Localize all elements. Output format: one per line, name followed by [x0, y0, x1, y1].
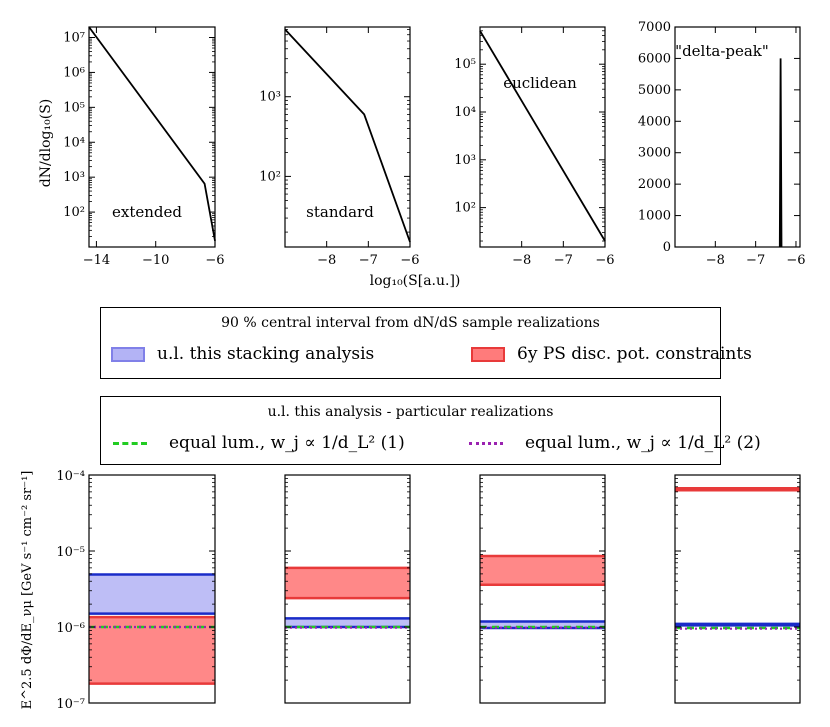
x-tick-label: −14: [83, 253, 110, 268]
x-tick-label: −8: [706, 253, 725, 268]
y-tick-label: 3000: [638, 146, 671, 161]
legend-item-ps: 6y PS disc. pot. constraints: [471, 344, 752, 364]
legend-item-realization-2-label: equal lum., w_j ∝ 1/d_L² (2): [525, 433, 761, 453]
green-dashed-swatch: [113, 441, 147, 445]
series-line: [479, 30, 606, 242]
y-tick-label: 10⁻⁵: [56, 545, 85, 560]
ul-band: [89, 574, 215, 614]
legend-item-ps-label: 6y PS disc. pot. constraints: [517, 344, 752, 364]
ul-band: [480, 621, 605, 629]
ul-swatch: [111, 346, 145, 362]
legend-realizations: u.l. this analysis - particular realizat…: [100, 396, 761, 465]
ps-band: [285, 567, 410, 599]
y-tick-label: 10²: [454, 201, 476, 216]
y-tick-label: 10⁴: [454, 105, 476, 120]
panel-extended: −14 −10 −6 10² 10³ 10⁴ 10⁵ 10⁶ 10⁷ extended: [63, 26, 225, 268]
x-tick-label: −7: [554, 253, 573, 268]
y-tick-label: 10⁷: [63, 31, 85, 46]
top-ylabel: dN/dlog₁₀(S): [38, 99, 54, 188]
panel-label: euclidean: [503, 74, 577, 92]
ul-band: [285, 618, 410, 627]
legend-realizations-title: u.l. this analysis - particular realizat…: [267, 404, 554, 420]
bands-panel-delta-peak: [674, 474, 801, 704]
x-tick-label: −7: [746, 253, 765, 268]
plot-frame: [479, 474, 606, 704]
x-tick-label: −6: [786, 253, 805, 268]
x-tick-label: −10: [142, 253, 169, 268]
y-tick-label: 1000: [638, 209, 671, 224]
y-tick-label: 10⁻⁴: [56, 469, 85, 484]
y-tick-label: 4000: [638, 114, 671, 129]
y-tick-label: 10⁻⁷: [56, 697, 85, 712]
plot-frame: [674, 26, 801, 248]
legend-intervals-title: 90 % central interval from dN/dS sample …: [221, 315, 600, 331]
legend-item-realization-2: equal lum., w_j ∝ 1/d_L² (2): [469, 433, 761, 453]
y-tick-label: 10²: [259, 169, 281, 184]
bands-panel-euclidean: [479, 474, 606, 704]
y-tick-label: 10⁵: [454, 57, 476, 72]
purple-dotted-swatch: [469, 441, 503, 445]
panel-euclidean: −8 −7 −6 10² 10³ 10⁴ 10⁵ euclidean: [454, 26, 615, 268]
y-tick-label: 10³: [63, 170, 85, 185]
y-tick-label: 10⁴: [63, 135, 85, 150]
y-tick-label: 10³: [259, 90, 281, 105]
plot-frame: [88, 26, 216, 248]
y-tick-label: 7000: [638, 20, 671, 35]
plot-frame: [88, 474, 216, 704]
legend-item-ul-label: u.l. this stacking analysis: [157, 344, 375, 364]
x-tick-label: −8: [512, 253, 531, 268]
panel-label: "delta-peak": [675, 42, 769, 60]
panel-label: standard: [306, 203, 374, 221]
y-tick-label: 10⁻⁶: [56, 621, 85, 636]
plot-frame: [284, 26, 411, 248]
y-tick-label: 10⁵: [63, 100, 85, 115]
y-tick-label: 10³: [454, 153, 476, 168]
series-line: [284, 28, 411, 243]
plot-frame: [674, 474, 801, 704]
y-tick-label: 6000: [638, 51, 671, 66]
bands-panel-extended: 10⁻⁷ 10⁻⁶ 10⁻⁵ 10⁻⁴: [56, 469, 216, 712]
y-tick-label: 0: [663, 240, 671, 255]
legend-intervals: 90 % central interval from dN/dS sample …: [100, 307, 752, 379]
plot-frame: [284, 474, 411, 704]
x-tick-label: −7: [359, 253, 378, 268]
bands-panel-standard: [284, 474, 411, 704]
y-tick-label: 10⁶: [63, 65, 85, 80]
x-tick-label: −6: [205, 253, 224, 268]
y-tick-label: 10²: [63, 205, 85, 220]
x-tick-label: −8: [317, 253, 336, 268]
legend-item-realization-1: equal lum., w_j ∝ 1/d_L² (1): [113, 433, 405, 453]
y-tick-label: 5000: [638, 83, 671, 98]
bottom-ylabel: E^2.5 dΦ/dE_νμ [GeV s⁻¹ cm⁻² sr⁻¹]: [20, 471, 35, 710]
series-line: [778, 58, 783, 248]
panel-label: extended: [112, 203, 182, 221]
panel-standard: −8 −7 −6 10² 10³ standard: [259, 26, 420, 268]
x-tick-label: −6: [400, 253, 419, 268]
legend-item-ul: u.l. this stacking analysis: [111, 344, 374, 364]
y-tick-label: 2000: [638, 177, 671, 192]
legend-item-realization-1-label: equal lum., w_j ∝ 1/d_L² (1): [169, 433, 405, 453]
ps-swatch: [471, 346, 505, 362]
x-tick-label: −6: [595, 253, 614, 268]
series-line: [88, 26, 216, 242]
ps-band: [480, 555, 605, 585]
top-xlabel: log₁₀(S[a.u.]): [370, 273, 461, 289]
panel-delta-peak: −8 −7 −6 0 1000 2000 3000 4000 5000 6000 7000 "delt…: [638, 20, 806, 268]
